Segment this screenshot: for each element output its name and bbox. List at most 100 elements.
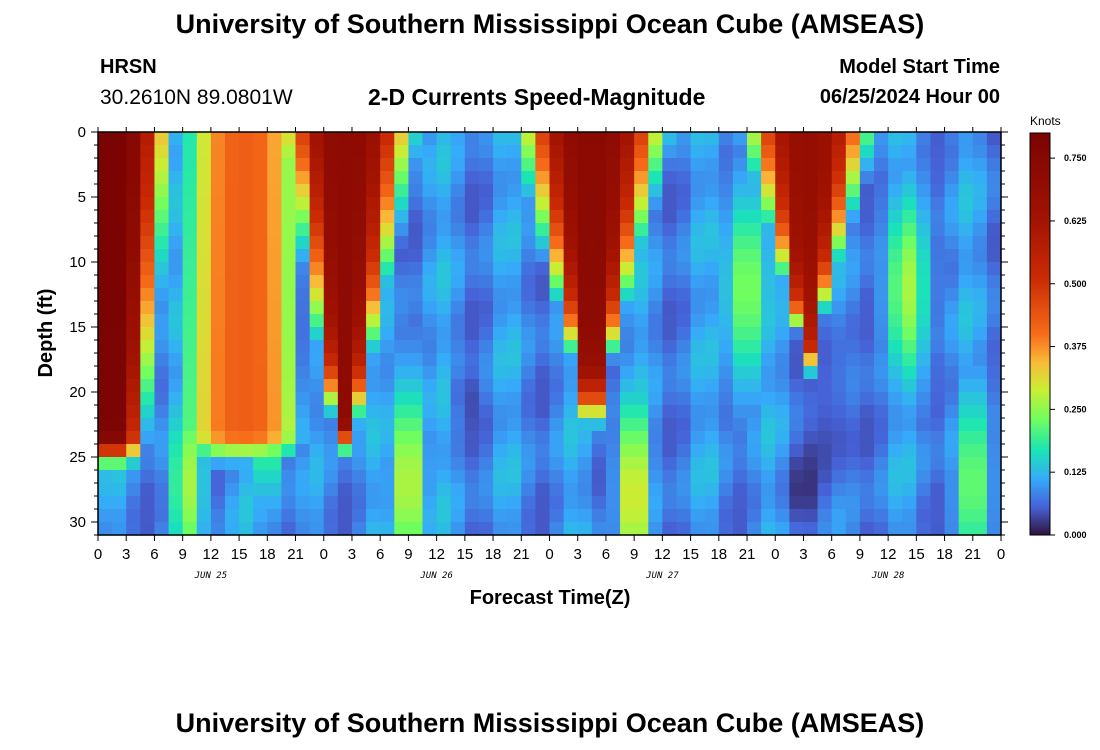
heatmap-cell [634, 418, 649, 432]
heatmap-cell [944, 158, 960, 172]
heatmap-cell [450, 444, 466, 458]
heatmap-cell [140, 444, 156, 458]
heatmap-cell [337, 327, 353, 341]
heatmap-cell [140, 132, 156, 146]
heatmap-cell [859, 197, 875, 211]
heatmap-cell [196, 236, 212, 250]
heatmap-cell [704, 431, 720, 445]
heatmap-cell [859, 184, 875, 198]
heatmap-cell [775, 509, 790, 523]
heatmap-cell [224, 431, 240, 445]
heatmap-cell [831, 314, 847, 328]
heatmap-cell [98, 249, 113, 263]
heatmap-cell [549, 301, 565, 315]
heatmap-cell [704, 223, 720, 237]
heatmap-cell [493, 210, 508, 224]
heatmap-cell [605, 158, 621, 172]
heatmap-cell [380, 418, 395, 432]
heatmap-cell [747, 275, 762, 289]
heatmap-cell [958, 184, 974, 198]
heatmap-cell [436, 457, 452, 471]
heatmap-cell [112, 236, 127, 250]
heatmap-cell [224, 340, 240, 354]
heatmap-cell [789, 158, 805, 172]
heatmap-cell [394, 470, 410, 484]
heatmap-cell [888, 470, 903, 484]
heatmap-cell [930, 184, 946, 198]
heatmap-cell [549, 483, 565, 497]
heatmap-cell [972, 327, 988, 341]
heatmap-cell [577, 522, 593, 536]
heatmap-cell [563, 457, 579, 471]
heatmap-cell [126, 340, 141, 354]
heatmap-cell [549, 496, 565, 510]
heatmap-cell [761, 301, 776, 315]
heatmap-cell [112, 262, 127, 276]
heatmap-cell [450, 496, 466, 510]
heatmap-cell [422, 418, 438, 432]
heatmap-cell [845, 197, 861, 211]
heatmap-cell [958, 249, 974, 263]
heatmap-cell [761, 275, 776, 289]
heatmap-cell [972, 405, 988, 419]
heatmap-cell [690, 522, 706, 536]
heatmap-cell [817, 405, 833, 419]
heatmap-cell [196, 496, 212, 510]
heatmap-cell [436, 301, 452, 315]
heatmap-cell [168, 522, 184, 536]
heatmap-cell [493, 522, 508, 536]
heatmap-cell [577, 210, 593, 224]
heatmap-cell [676, 171, 692, 185]
heatmap-cell [394, 379, 410, 393]
heatmap-cell [436, 509, 452, 523]
heatmap-cell [577, 132, 593, 146]
heatmap-cell [605, 470, 621, 484]
heatmap-cell [154, 418, 170, 432]
heatmap-cell [267, 236, 283, 250]
heatmap-cell [718, 392, 734, 406]
heatmap-cell [563, 314, 579, 328]
heatmap-cell [775, 366, 790, 380]
heatmap-cell [493, 392, 508, 406]
heatmap-cell [295, 405, 311, 419]
heatmap-cell [874, 197, 889, 211]
heatmap-cell [704, 457, 720, 471]
heatmap-cell [662, 158, 678, 172]
heatmap-cell [620, 301, 635, 315]
x-tick-label: 21 [287, 546, 304, 563]
heatmap-cell [563, 132, 579, 146]
heatmap-cell [930, 444, 946, 458]
heatmap-cell [761, 405, 776, 419]
heatmap-cell [337, 275, 353, 289]
heatmap-cell [253, 197, 268, 211]
heatmap-cell [507, 132, 522, 146]
heatmap-cell [140, 223, 156, 237]
heatmap-cell [224, 145, 240, 159]
heatmap-cell [98, 210, 113, 224]
heatmap-cell [112, 210, 127, 224]
heatmap-cell [267, 314, 283, 328]
heatmap-cell [309, 392, 325, 406]
heatmap-cell [902, 444, 917, 458]
x-tick-label: 21 [513, 546, 530, 563]
heatmap-cell [549, 444, 565, 458]
heatmap-cell [98, 288, 113, 302]
heatmap-cell [408, 145, 424, 159]
heatmap-cell [239, 509, 254, 523]
heatmap-cell [366, 249, 381, 263]
heatmap-cell [366, 210, 381, 224]
heatmap-cell [620, 522, 635, 536]
heatmap-cell [380, 184, 395, 198]
y-tick-label: 0 [78, 124, 86, 141]
x-tick-label: 0 [545, 546, 553, 563]
heatmap-cell [591, 483, 607, 497]
heatmap-cell [747, 262, 762, 276]
heatmap-cell [888, 223, 903, 237]
heatmap-cell [718, 431, 734, 445]
footer-title: University of Southern Mississippi Ocean… [175, 708, 925, 738]
heatmap-cell [605, 314, 621, 328]
heatmap-cell [986, 236, 1002, 250]
heatmap-cell [747, 184, 762, 198]
heatmap-cell [972, 392, 988, 406]
